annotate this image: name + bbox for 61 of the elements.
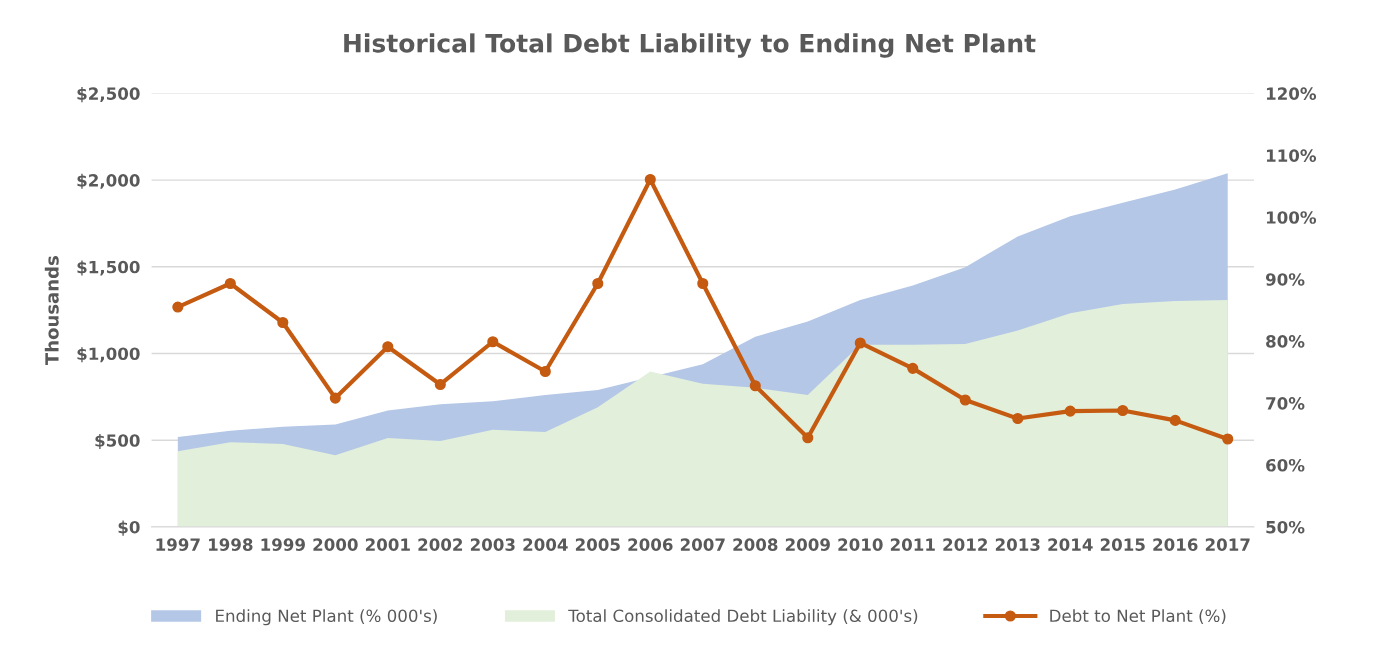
y2-tick-label: 110%	[1266, 149, 1317, 162]
point	[697, 277, 709, 290]
point	[487, 336, 499, 348]
x-tick-label: 2004	[523, 538, 568, 551]
y-tick-label: $2,500	[77, 87, 140, 103]
point	[802, 432, 814, 444]
point	[854, 337, 866, 349]
point	[959, 394, 971, 406]
y2-tick-label: 50%	[1266, 520, 1305, 534]
point	[434, 378, 446, 391]
y-tick-label: $2,000	[77, 173, 140, 189]
point	[172, 301, 184, 313]
legend-label: Ending Net Plant (% 000's)	[216, 609, 437, 626]
point	[644, 173, 656, 186]
y2-tick-label: 100%	[1266, 211, 1317, 224]
x-tick-label: 1998	[209, 538, 253, 551]
x-tick-label: 2013	[995, 538, 1040, 551]
x-tick-label: 2010	[838, 538, 883, 551]
x-tick-label: 2006	[628, 538, 673, 551]
y2-tick-label: 60%	[1266, 458, 1305, 472]
x-tick-label: 2008	[733, 538, 778, 551]
x-tick-label: 2002	[418, 538, 463, 551]
point	[382, 341, 394, 353]
x-tick-label: 1997	[156, 538, 200, 551]
point	[592, 277, 604, 290]
y-tick-label: $1,500	[77, 260, 140, 276]
y2-tick-label: 70%	[1266, 397, 1305, 410]
legend-label: Total Consolidated Debt Liability (& 000's)	[568, 609, 918, 626]
y2-tick-label: 80%	[1266, 335, 1305, 348]
point	[1222, 433, 1234, 445]
y-tick-label: $0	[118, 520, 140, 536]
point	[539, 365, 551, 378]
x-tick-label: 2003	[470, 538, 515, 551]
y2-tick-label: 90%	[1265, 273, 1305, 286]
point	[1169, 414, 1181, 426]
x-tick-label: 2007	[680, 538, 725, 551]
y-axis-title: Thousands	[44, 256, 59, 366]
x-tick-label: 2001	[365, 538, 410, 551]
point	[277, 316, 289, 329]
x-tick-label: 2016	[1153, 538, 1198, 551]
x-tick-label: 2017	[1205, 538, 1250, 551]
x-tick-label: 2009	[785, 538, 830, 551]
y2-tick-label: 120%	[1266, 87, 1317, 100]
legend-label: Debt to Net Plant (%)	[1050, 609, 1226, 625]
y-tick-label: $500	[95, 433, 140, 449]
chart-title: Historical Total Debt Liability to Ending Net Plant	[344, 33, 1036, 58]
x-tick-label: 2005	[575, 538, 620, 551]
x-tick-label: 2011	[890, 538, 935, 551]
x-tick-label: 2015	[1100, 538, 1145, 551]
point	[329, 392, 341, 404]
point	[1064, 405, 1076, 417]
y-tick-label: $1,000	[77, 347, 140, 363]
point	[1012, 412, 1024, 425]
point	[749, 380, 761, 392]
x-tick-label: 2014	[1048, 538, 1093, 551]
x-tick-label: 2012	[943, 538, 987, 551]
x-tick-label: 1999	[261, 538, 305, 551]
x-tick-label: 2000	[313, 538, 358, 551]
point	[224, 277, 236, 290]
point	[1117, 404, 1129, 417]
point	[907, 362, 919, 374]
